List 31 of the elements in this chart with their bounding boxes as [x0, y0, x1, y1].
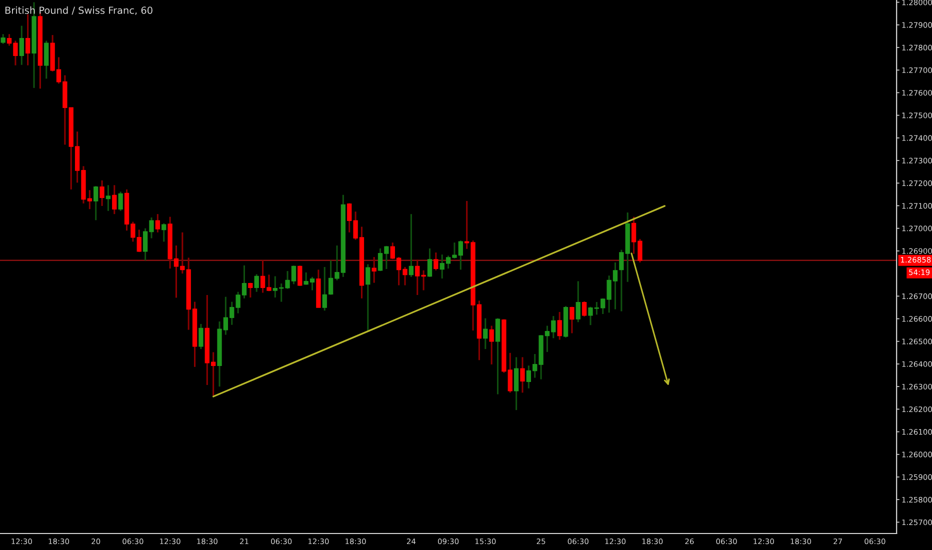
candlestick	[408, 213, 414, 278]
candlestick	[514, 356, 519, 411]
candlestick	[106, 184, 111, 212]
candlestick	[582, 300, 587, 318]
candlestick	[298, 264, 302, 287]
candlestick	[366, 264, 370, 332]
candlestick	[322, 266, 327, 312]
candlestick	[576, 280, 580, 323]
candlestick	[118, 190, 123, 212]
candlestick	[19, 25, 24, 66]
candlestick	[100, 180, 104, 207]
candlestick	[198, 323, 204, 350]
candlestick	[495, 318, 500, 396]
candlestick	[434, 252, 438, 272]
candlestick	[112, 184, 117, 215]
candlestick	[570, 306, 574, 334]
candlestick	[520, 356, 525, 394]
candlestick	[44, 40, 49, 80]
candlestick	[254, 273, 259, 293]
candlestick	[0, 33, 6, 45]
candlestick	[557, 311, 562, 341]
candlestick	[25, 13, 30, 66]
candlestick	[372, 256, 376, 284]
candlestick	[483, 318, 488, 350]
candlestick	[427, 248, 432, 278]
candlestick	[162, 222, 166, 242]
candlestick	[94, 185, 98, 221]
text: British Pound / Swiss Franc, 60	[5, 6, 152, 15]
candlestick	[489, 324, 494, 366]
candlestick	[155, 213, 160, 234]
candlestick	[248, 282, 253, 298]
